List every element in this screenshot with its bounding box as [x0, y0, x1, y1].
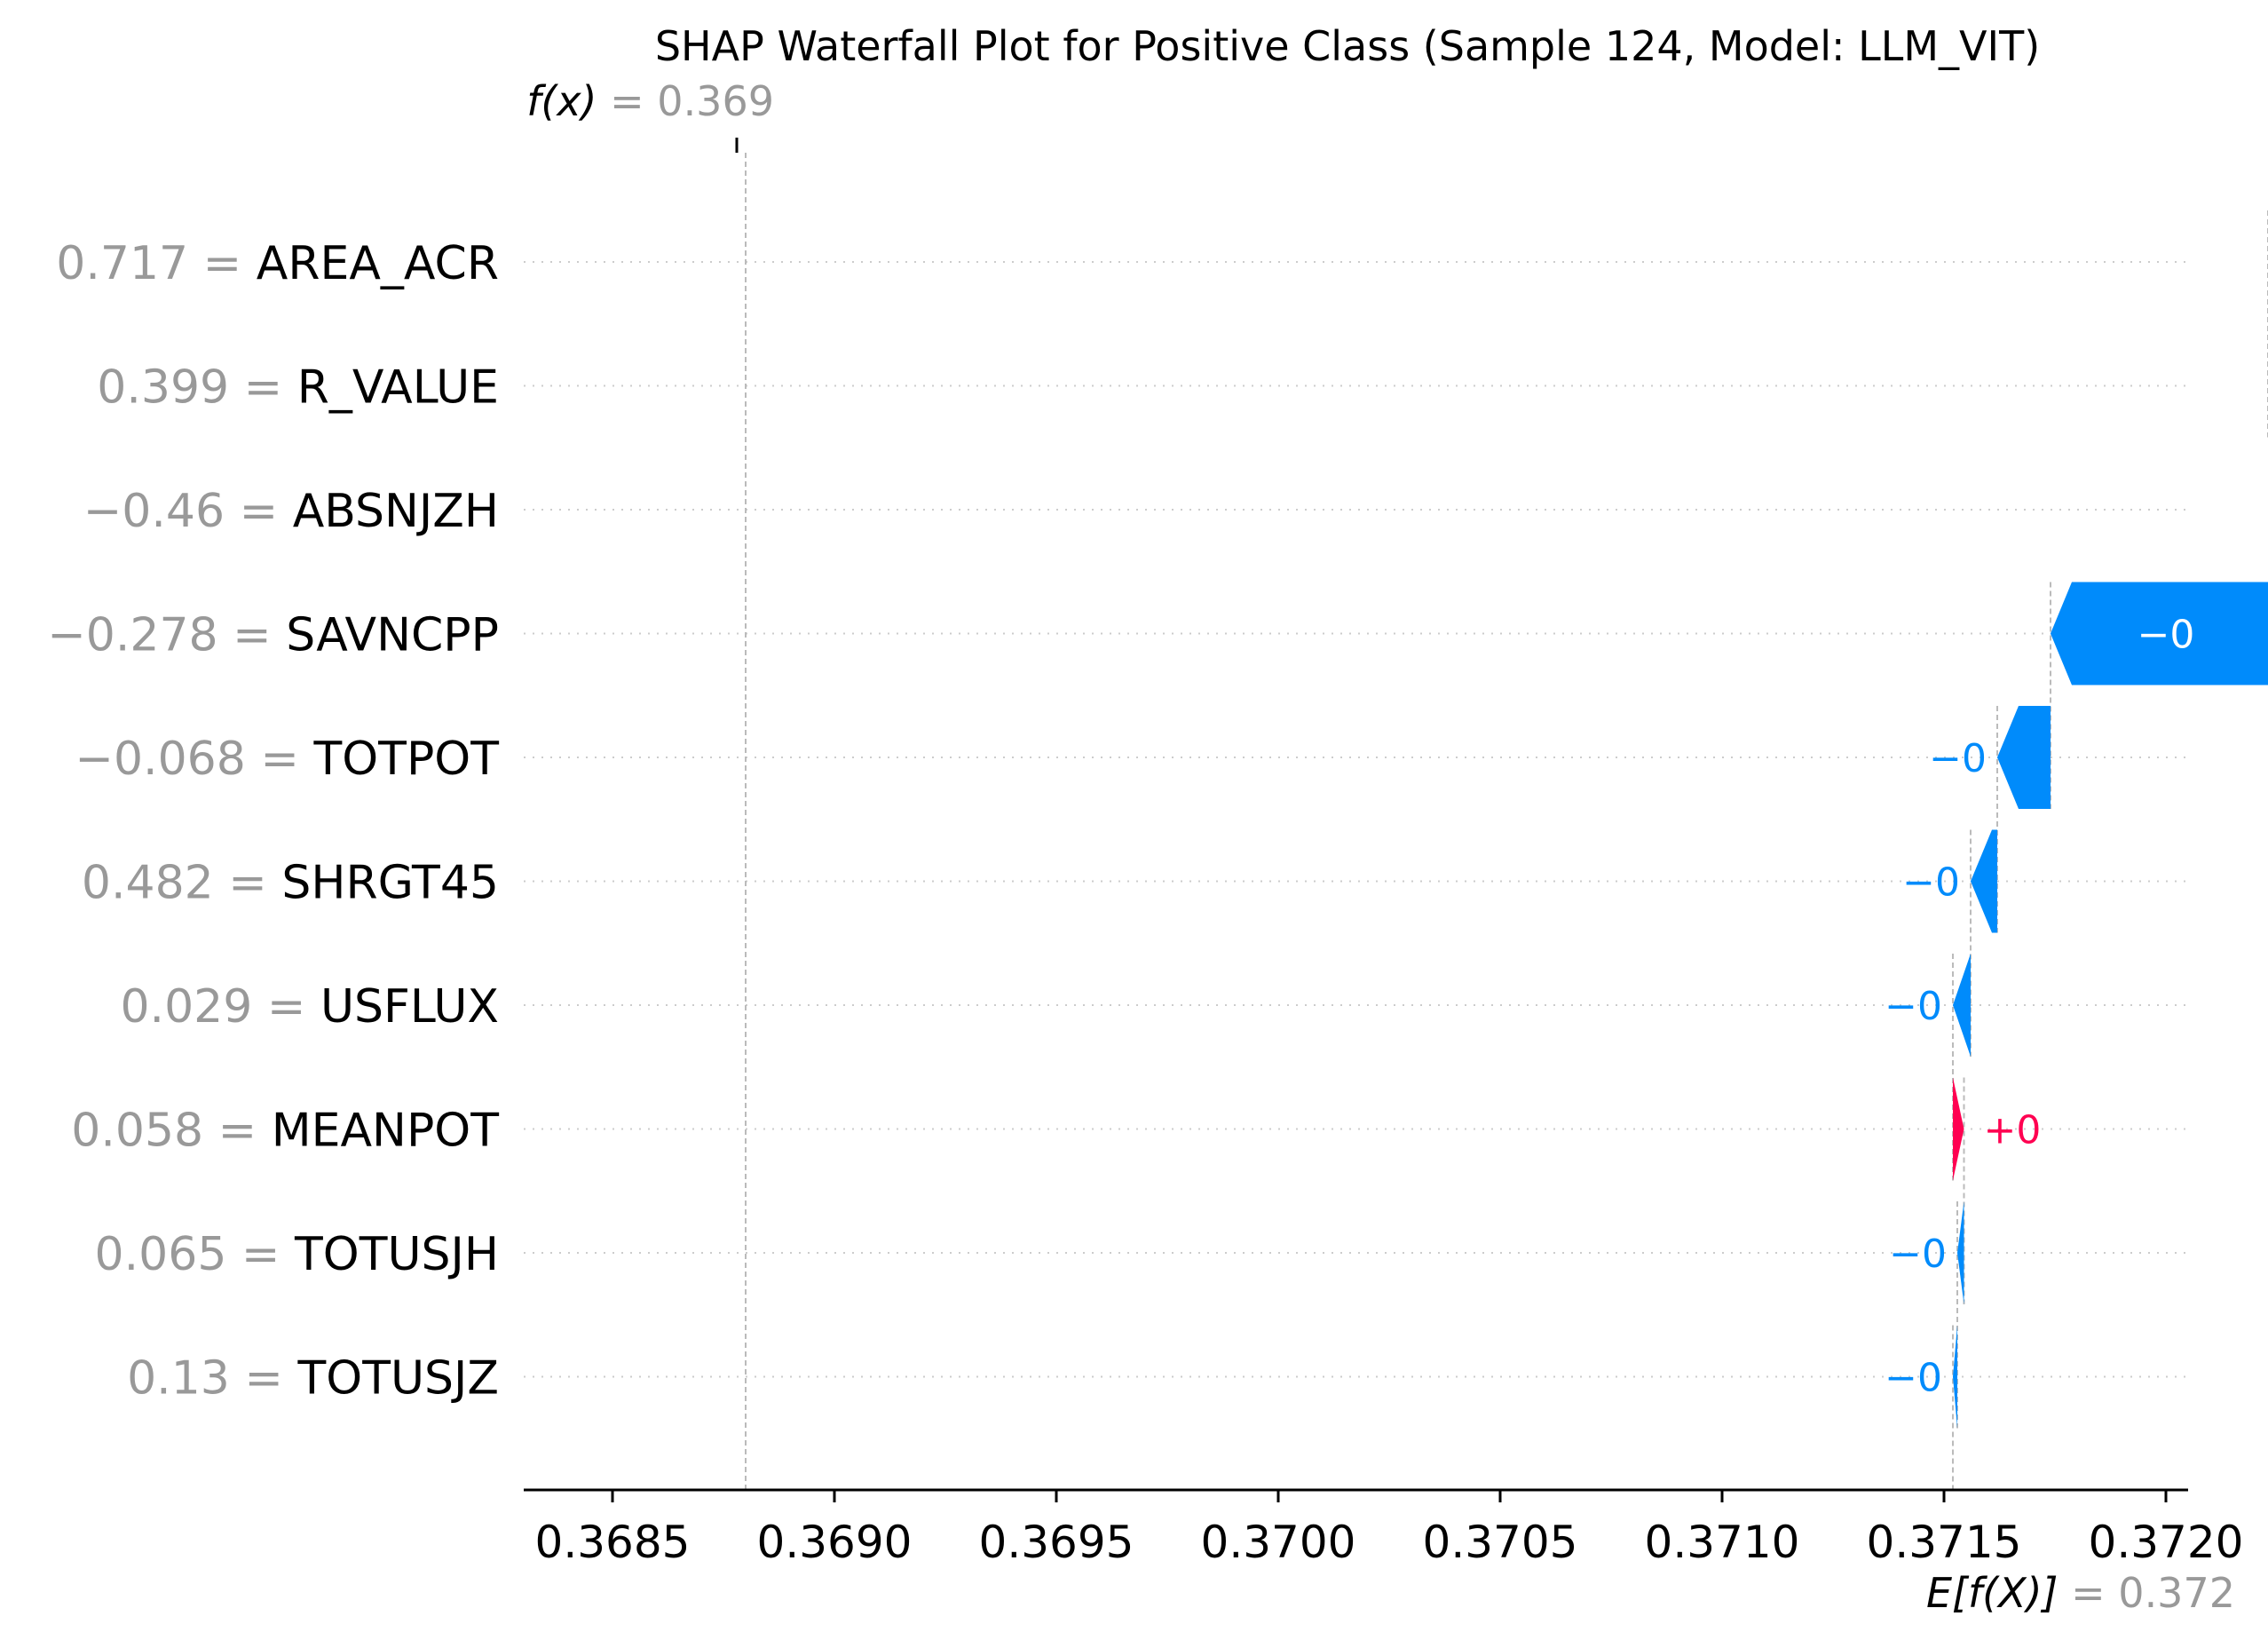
feature-label: 0.029 = USFLUX: [120, 980, 499, 1034]
feature-value: −0.068 =: [75, 733, 313, 786]
bar-data-label: −0: [1889, 1232, 1947, 1277]
feature-label: −0.068 = TOTPOT: [75, 733, 499, 786]
feature-name: TOTPOT: [312, 733, 499, 786]
feature-label: 0.482 = SHRGT45: [82, 857, 499, 910]
bar-usflux: [1953, 954, 1971, 1057]
feature-label: 0.065 = TOTUSJH: [95, 1228, 499, 1281]
bar-data-label: +0: [1984, 1108, 2042, 1153]
feature-label: 0.399 = R_VALUE: [97, 361, 499, 415]
bar-layer: [1953, 582, 2268, 1429]
x-tick-label: 0.3685: [535, 1517, 691, 1568]
bar-shrgt45: [1971, 829, 1997, 933]
feature-value: 0.13 =: [127, 1352, 297, 1406]
x-tick-label: 0.3720: [2089, 1517, 2244, 1568]
fx-annotation: f(x) = 0.369: [526, 77, 774, 125]
feature-name: R_VALUE: [297, 361, 499, 415]
feature-value: 0.029 =: [120, 980, 320, 1034]
feature-name: SAVNCPP: [286, 609, 499, 662]
feature-label: −0.46 = ABSNJZH: [83, 485, 499, 538]
feature-name: MEANPOT: [272, 1105, 499, 1158]
x-tick-label: 0.3700: [1201, 1517, 1356, 1568]
feature-value: 0.717 =: [56, 237, 257, 290]
feature-value: 0.065 =: [95, 1228, 296, 1281]
feature-label: 0.13 = TOTUSJZ: [127, 1352, 499, 1406]
bar-totusjz: [1953, 1325, 1957, 1429]
fx-label: f(x): [526, 77, 597, 125]
fx-equals: =: [610, 77, 657, 125]
feature-name: TOTUSJZ: [297, 1352, 499, 1406]
feature-value: 0.058 =: [71, 1105, 272, 1158]
feature-label: −0.278 = SAVNCPP: [47, 609, 499, 662]
x-tick-label: 0.3695: [979, 1517, 1134, 1568]
feature-name: AREA_ACR: [257, 237, 499, 290]
bar-totpot: [1997, 706, 2051, 809]
bar-data-label: −0: [1885, 984, 1942, 1029]
fx-value: 0.369: [657, 77, 774, 125]
grid-layer: [524, 261, 2188, 1378]
feature-name: SHRGT45: [281, 857, 499, 910]
efx-value: 0.372: [2118, 1569, 2235, 1617]
feature-value: −0.46 =: [83, 485, 293, 538]
feature-name: TOTUSJH: [294, 1228, 499, 1281]
connector-layer: [745, 153, 2268, 1490]
x-tick-label: 0.3690: [757, 1517, 913, 1568]
x-tick-label: 0.3705: [1423, 1517, 1578, 1568]
feature-value: −0.278 =: [47, 609, 286, 662]
x-tick-label: 0.3710: [1645, 1517, 1800, 1568]
bar-data-label: −0: [1902, 860, 1960, 906]
bar-totusjh: [1957, 1201, 1964, 1304]
bar-data-label: −0: [1885, 1356, 1942, 1401]
feature-label: 0.717 = AREA_ACR: [56, 237, 499, 290]
feature-value: 0.399 =: [97, 361, 297, 415]
bar-savncpp: [2051, 582, 2268, 685]
chart-title: SHAP Waterfall Plot for Positive Class (…: [655, 22, 2040, 70]
x-axis: 0.3685 0.3690 0.3695 0.3700 0.3705 0.3710 0.37…: [524, 1488, 2244, 1568]
label-layer: −0 0.717 = AREA_ACR +0 0.399 = R_VALUE −0 −0.…: [47, 237, 2195, 1406]
feature-value: 0.482 =: [82, 857, 282, 910]
efx-equals: =: [2071, 1569, 2118, 1617]
bar-meanpot: [1953, 1077, 1964, 1181]
bar-data-label: −0: [1929, 736, 1987, 781]
x-tick-label: 0.3715: [1867, 1517, 2022, 1568]
feature-name: ABSNJZH: [293, 485, 499, 538]
feature-label: 0.058 = MEANPOT: [71, 1105, 499, 1158]
feature-name: USFLUX: [320, 980, 499, 1034]
bar-data-label: −0: [2138, 613, 2195, 658]
efx-annotation: E[f(X)] = 0.372: [1926, 1569, 2235, 1617]
efx-label: E[f(X)]: [1926, 1569, 2059, 1617]
